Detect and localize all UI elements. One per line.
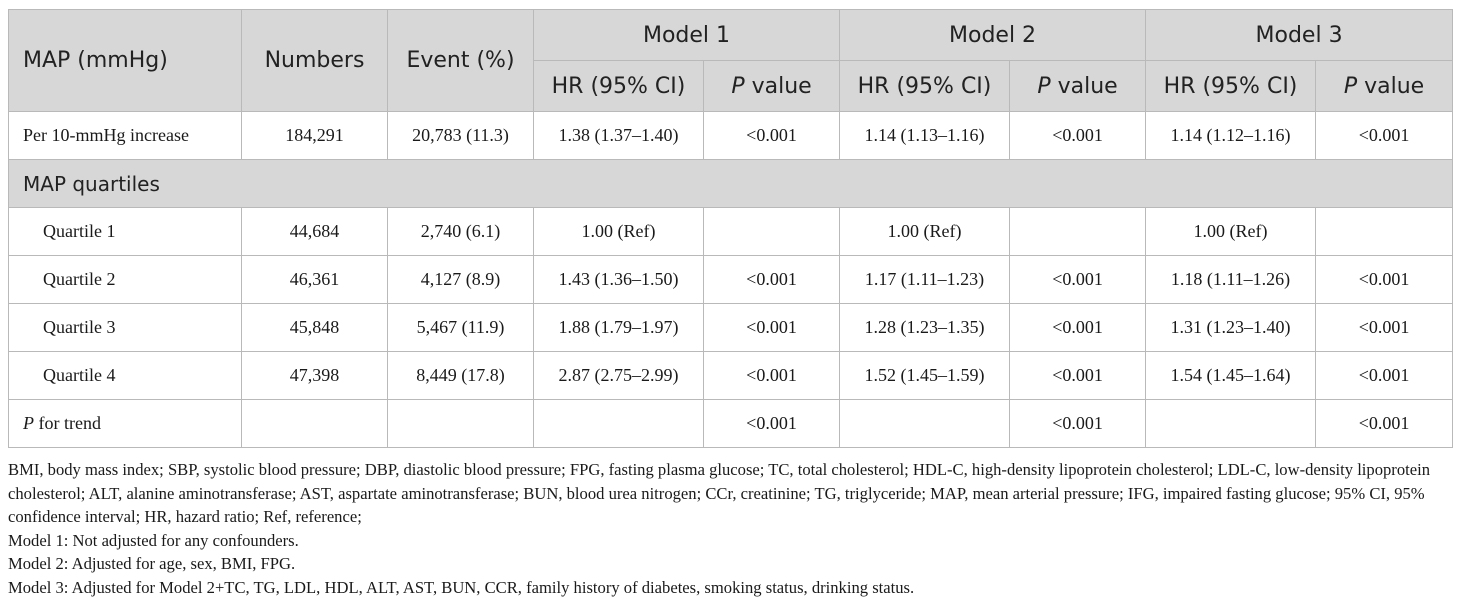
col-header-model-2: Model 2 [839,9,1147,61]
cell-numbers: 44,684 [241,207,388,256]
cell-numbers: 45,848 [241,303,388,352]
col-header-m1-p: P value [702,60,841,112]
cell-m1-p: <0.001 [702,399,841,448]
cell-m3-p: <0.001 [1315,303,1454,352]
row-label: Quartile 4 [8,351,242,400]
col-header-m1-hr: HR (95% CI) [533,60,704,112]
col-header-numbers: Numbers [241,9,388,112]
cell-event: 20,783 (11.3) [387,111,534,160]
hazard-ratio-table: MAP (mmHg) Numbers Event (%) Model 1 Mod… [7,9,1454,448]
row-label: P for trend [8,399,242,448]
cell-m1-hr: 1.38 (1.37–1.40) [533,111,704,160]
cell-m2-p: <0.001 [1009,111,1147,160]
table-body: Per 10-mmHg increase 184,291 20,783 (11.… [7,111,1454,448]
results-table-container: MAP (mmHg) Numbers Event (%) Model 1 Mod… [7,9,1454,448]
cell-m3-hr: 1.14 (1.12–1.16) [1145,111,1317,160]
table-row-p-for-trend: P for trend <0.001 <0.001 <0.001 [8,399,1454,448]
cell-m3-p: <0.001 [1315,255,1454,304]
cell-m2-p [1009,207,1147,256]
footnote-abbreviations: BMI, body mass index; SBP, systolic bloo… [8,460,1431,526]
table-row-per-10: Per 10-mmHg increase 184,291 20,783 (11.… [8,111,1454,160]
table-footnotes: BMI, body mass index; SBP, systolic bloo… [8,458,1452,599]
cell-event: 4,127 (8.9) [387,255,534,304]
cell-m2-p: <0.001 [1009,303,1147,352]
cell-event: 5,467 (11.9) [387,303,534,352]
p-italic: P [1037,73,1051,99]
section-row-map-quartiles: MAP quartiles [7,159,1454,208]
p-value-suffix: value [744,73,812,99]
cell-numbers: 46,361 [241,255,388,304]
col-header-model-1: Model 1 [532,9,841,61]
cell-m3-p [1315,207,1454,256]
cell-m1-p: <0.001 [702,111,841,160]
cell-event: 2,740 (6.1) [387,207,534,256]
cell-m1-hr: 1.88 (1.79–1.97) [533,303,704,352]
cell-m3-p: <0.001 [1315,351,1454,400]
footnote-model-3: Model 3: Adjusted for Model 2+TC, TG, LD… [8,577,915,597]
cell-m2-hr: 1.14 (1.13–1.16) [839,111,1011,160]
p-value-suffix: value [1357,73,1425,99]
cell-m2-p: <0.001 [1009,399,1147,448]
cell-m2-hr: 1.28 (1.23–1.35) [839,303,1011,352]
row-label: Per 10-mmHg increase [8,111,242,160]
row-label: Quartile 1 [8,207,242,256]
cell-m1-hr [533,399,704,448]
cell-m1-hr: 2.87 (2.75–2.99) [533,351,704,400]
p-value-suffix: value [1050,73,1118,99]
table-row-quartile-4: Quartile 4 47,398 8,449 (17.8) 2.87 (2.7… [8,351,1454,400]
table-header: MAP (mmHg) Numbers Event (%) Model 1 Mod… [8,9,1454,112]
cell-numbers: 184,291 [241,111,388,160]
cell-m3-p: <0.001 [1315,111,1454,160]
p-italic: P [23,413,34,433]
col-header-model-3: Model 3 [1145,9,1454,61]
cell-m1-p [702,207,841,256]
cell-event: 8,449 (17.8) [387,351,534,400]
cell-m2-hr [839,399,1011,448]
p-italic: P [1343,73,1358,99]
for-trend-text: for trend [34,413,101,433]
footnote-model-1: Model 1: Not adjusted for any confounder… [8,530,299,550]
table-row-quartile-3: Quartile 3 45,848 5,467 (11.9) 1.88 (1.7… [8,303,1454,352]
cell-m1-p: <0.001 [702,303,841,352]
cell-m3-hr [1145,399,1317,448]
cell-m2-hr: 1.17 (1.11–1.23) [839,255,1011,304]
cell-m2-p: <0.001 [1009,351,1147,400]
col-header-m2-p: P value [1009,60,1147,112]
table-row-quartile-1: Quartile 1 44,684 2,740 (6.1) 1.00 (Ref)… [8,207,1454,256]
cell-numbers: 47,398 [241,351,388,400]
cell-m1-p: <0.001 [702,255,841,304]
cell-m3-hr: 1.54 (1.45–1.64) [1145,351,1317,400]
cell-m1-hr: 1.00 (Ref) [533,207,704,256]
cell-m3-hr: 1.31 (1.23–1.40) [1145,303,1317,352]
row-label: Quartile 3 [8,303,242,352]
row-label: Quartile 2 [8,255,242,304]
cell-m3-hr: 1.00 (Ref) [1145,207,1317,256]
col-header-event: Event (%) [387,9,534,112]
cell-event [387,399,534,448]
col-header-m3-p: P value [1315,60,1454,112]
cell-numbers [241,399,388,448]
col-header-m3-hr: HR (95% CI) [1145,60,1317,112]
footnote-model-2: Model 2: Adjusted for age, sex, BMI, FPG… [8,554,296,573]
cell-m1-hr: 1.43 (1.36–1.50) [533,255,704,304]
table-row-quartile-2: Quartile 2 46,361 4,127 (8.9) 1.43 (1.36… [8,255,1454,304]
cell-m2-p: <0.001 [1009,255,1147,304]
cell-m3-p: <0.001 [1315,399,1454,448]
section-label: MAP quartiles [7,159,1454,208]
cell-m1-p: <0.001 [702,351,841,400]
cell-m3-hr: 1.18 (1.11–1.26) [1145,255,1317,304]
cell-m2-hr: 1.52 (1.45–1.59) [839,351,1011,400]
p-italic: P [731,73,745,99]
col-header-map: MAP (mmHg) [8,9,242,112]
cell-m2-hr: 1.00 (Ref) [839,207,1011,256]
col-header-m2-hr: HR (95% CI) [839,60,1011,112]
